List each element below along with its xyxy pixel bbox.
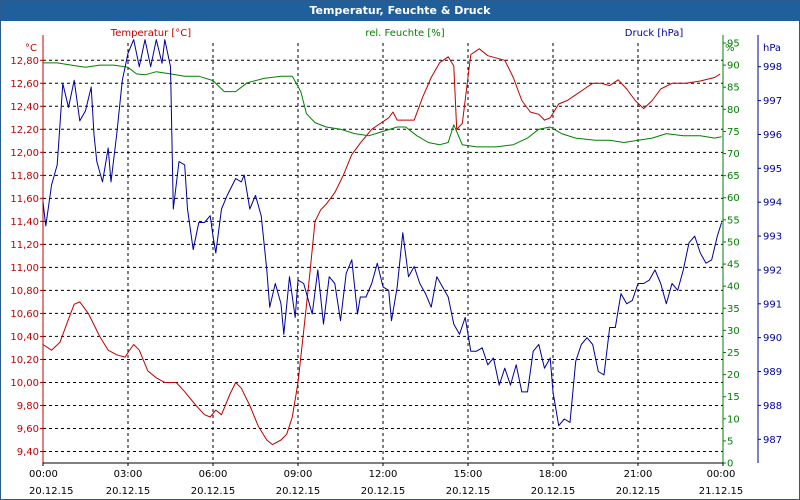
x-tick-date: 20.12.15 xyxy=(361,486,406,497)
chart-canvas: 9,40 9,60 9,80 10,00 10,20 10,40 10,60 10,80 11,… xyxy=(10,28,782,497)
temperature-tick-label: 11,60 xyxy=(10,194,39,205)
x-tick-date: 20.12.15 xyxy=(276,486,321,497)
temperature-tick-label: 12,40 xyxy=(10,102,39,113)
temperature-series-line xyxy=(42,48,721,446)
pressure-tick-label: 992 xyxy=(763,265,782,276)
humidity-tick-label: 25 xyxy=(727,348,740,359)
temperature-tick-label: 11,20 xyxy=(10,240,39,251)
x-tick-time: 15:00 xyxy=(454,469,483,480)
x-tick-time: 12:00 xyxy=(369,469,398,480)
pressure-tick-label: 988 xyxy=(763,401,782,412)
pressure-tick-label: 990 xyxy=(763,333,782,344)
temperature-tick-label: 10,40 xyxy=(10,332,39,343)
x-tick-time: 00:00 xyxy=(29,469,58,480)
humidity-tick-label: 5 xyxy=(727,436,733,447)
humidity-tick-label: 80 xyxy=(727,105,740,116)
x-tick-time: 03:00 xyxy=(114,469,143,480)
pressure-tick-label: 989 xyxy=(763,367,782,378)
x-tick-date: 20.12.15 xyxy=(106,486,151,497)
temperature-tick-label: 9,80 xyxy=(17,401,39,412)
axes xyxy=(40,35,761,466)
temperature-tick-label: 9,60 xyxy=(17,424,39,435)
humidity-tick-label: 60 xyxy=(727,193,740,204)
humidity-series-line xyxy=(43,62,722,148)
humidity-tick-label: 10 xyxy=(727,414,740,425)
humidity-tick-label: 95 xyxy=(727,39,740,50)
humidity-tick-label: 65 xyxy=(727,171,740,182)
series-layer xyxy=(42,39,723,446)
window-title: Temperatur, Feuchte & Druck xyxy=(1,1,799,21)
labels: 9,40 9,60 9,80 10,00 10,20 10,40 10,60 10,80 11,… xyxy=(10,28,782,497)
pressure-tick-label: 995 xyxy=(763,164,782,175)
temperature-tick-label: 12,80 xyxy=(10,56,39,67)
humidity-tick-label: 50 xyxy=(727,237,740,248)
x-tick-time: 00:00 xyxy=(707,469,736,480)
humidity-axis-title: rel. Feuchte [%] xyxy=(365,28,444,39)
pressure-axis-title: Druck [hPa] xyxy=(625,28,684,39)
grid xyxy=(42,43,724,463)
pressure-unit-label: hPa xyxy=(763,43,781,54)
temperature-tick-label: 11,40 xyxy=(10,217,39,228)
humidity-tick-label: 55 xyxy=(727,215,740,226)
pressure-tick-label: 997 xyxy=(763,96,782,107)
pressure-tick-label: 993 xyxy=(763,232,782,243)
humidity-tick-label: 0 xyxy=(727,459,733,470)
pressure-tick-label: 987 xyxy=(763,435,782,446)
temperature-tick-label: 12,20 xyxy=(10,125,39,136)
temperature-tick-label: 9,40 xyxy=(17,447,39,458)
humidity-tick-label: 35 xyxy=(727,304,740,315)
temperature-tick-label: 10,80 xyxy=(10,286,39,297)
humidity-tick-label: 40 xyxy=(727,282,740,293)
temperature-tick-label: 12,60 xyxy=(10,79,39,90)
temperature-tick-label: 11,00 xyxy=(10,263,39,274)
humidity-tick-label: 85 xyxy=(727,83,740,94)
x-tick-date: 20.12.15 xyxy=(531,486,576,497)
humidity-tick-label: 20 xyxy=(727,370,740,381)
temperature-tick-label: 10,20 xyxy=(10,355,39,366)
temperature-tick-label: 11,80 xyxy=(10,171,39,182)
pressure-tick-label: 994 xyxy=(763,198,782,209)
humidity-tick-label: 45 xyxy=(727,260,740,271)
pressure-tick-label: 991 xyxy=(763,299,782,310)
x-tick-date: 21.12.15 xyxy=(699,486,744,497)
humidity-tick-label: 70 xyxy=(727,149,740,160)
x-tick-time: 09:00 xyxy=(284,469,313,480)
temperature-axis-title: Temperatur [°C] xyxy=(110,28,191,39)
temperature-tick-label: 12,00 xyxy=(10,148,39,159)
humidity-tick-label: 75 xyxy=(727,127,740,138)
x-tick-date: 20.12.15 xyxy=(29,486,74,497)
x-tick-time: 21:00 xyxy=(624,469,653,480)
pressure-tick-label: 996 xyxy=(763,130,782,141)
temperature-tick-label: 10,00 xyxy=(10,378,39,389)
x-tick-date: 20.12.15 xyxy=(446,486,491,497)
x-tick-date: 20.12.15 xyxy=(616,486,661,497)
x-tick-time: 06:00 xyxy=(199,469,228,480)
humidity-tick-label: 30 xyxy=(727,326,740,337)
temperature-tick-label: 10,60 xyxy=(10,309,39,320)
x-tick-date: 20.12.15 xyxy=(191,486,236,497)
humidity-unit-label: % xyxy=(725,43,735,54)
humidity-tick-label: 15 xyxy=(727,392,740,403)
temperature-unit-label: °C xyxy=(25,43,37,54)
pressure-series-line xyxy=(42,39,723,427)
x-tick-time: 18:00 xyxy=(539,469,568,480)
pressure-tick-label: 998 xyxy=(763,62,782,73)
humidity-tick-label: 90 xyxy=(727,61,740,72)
